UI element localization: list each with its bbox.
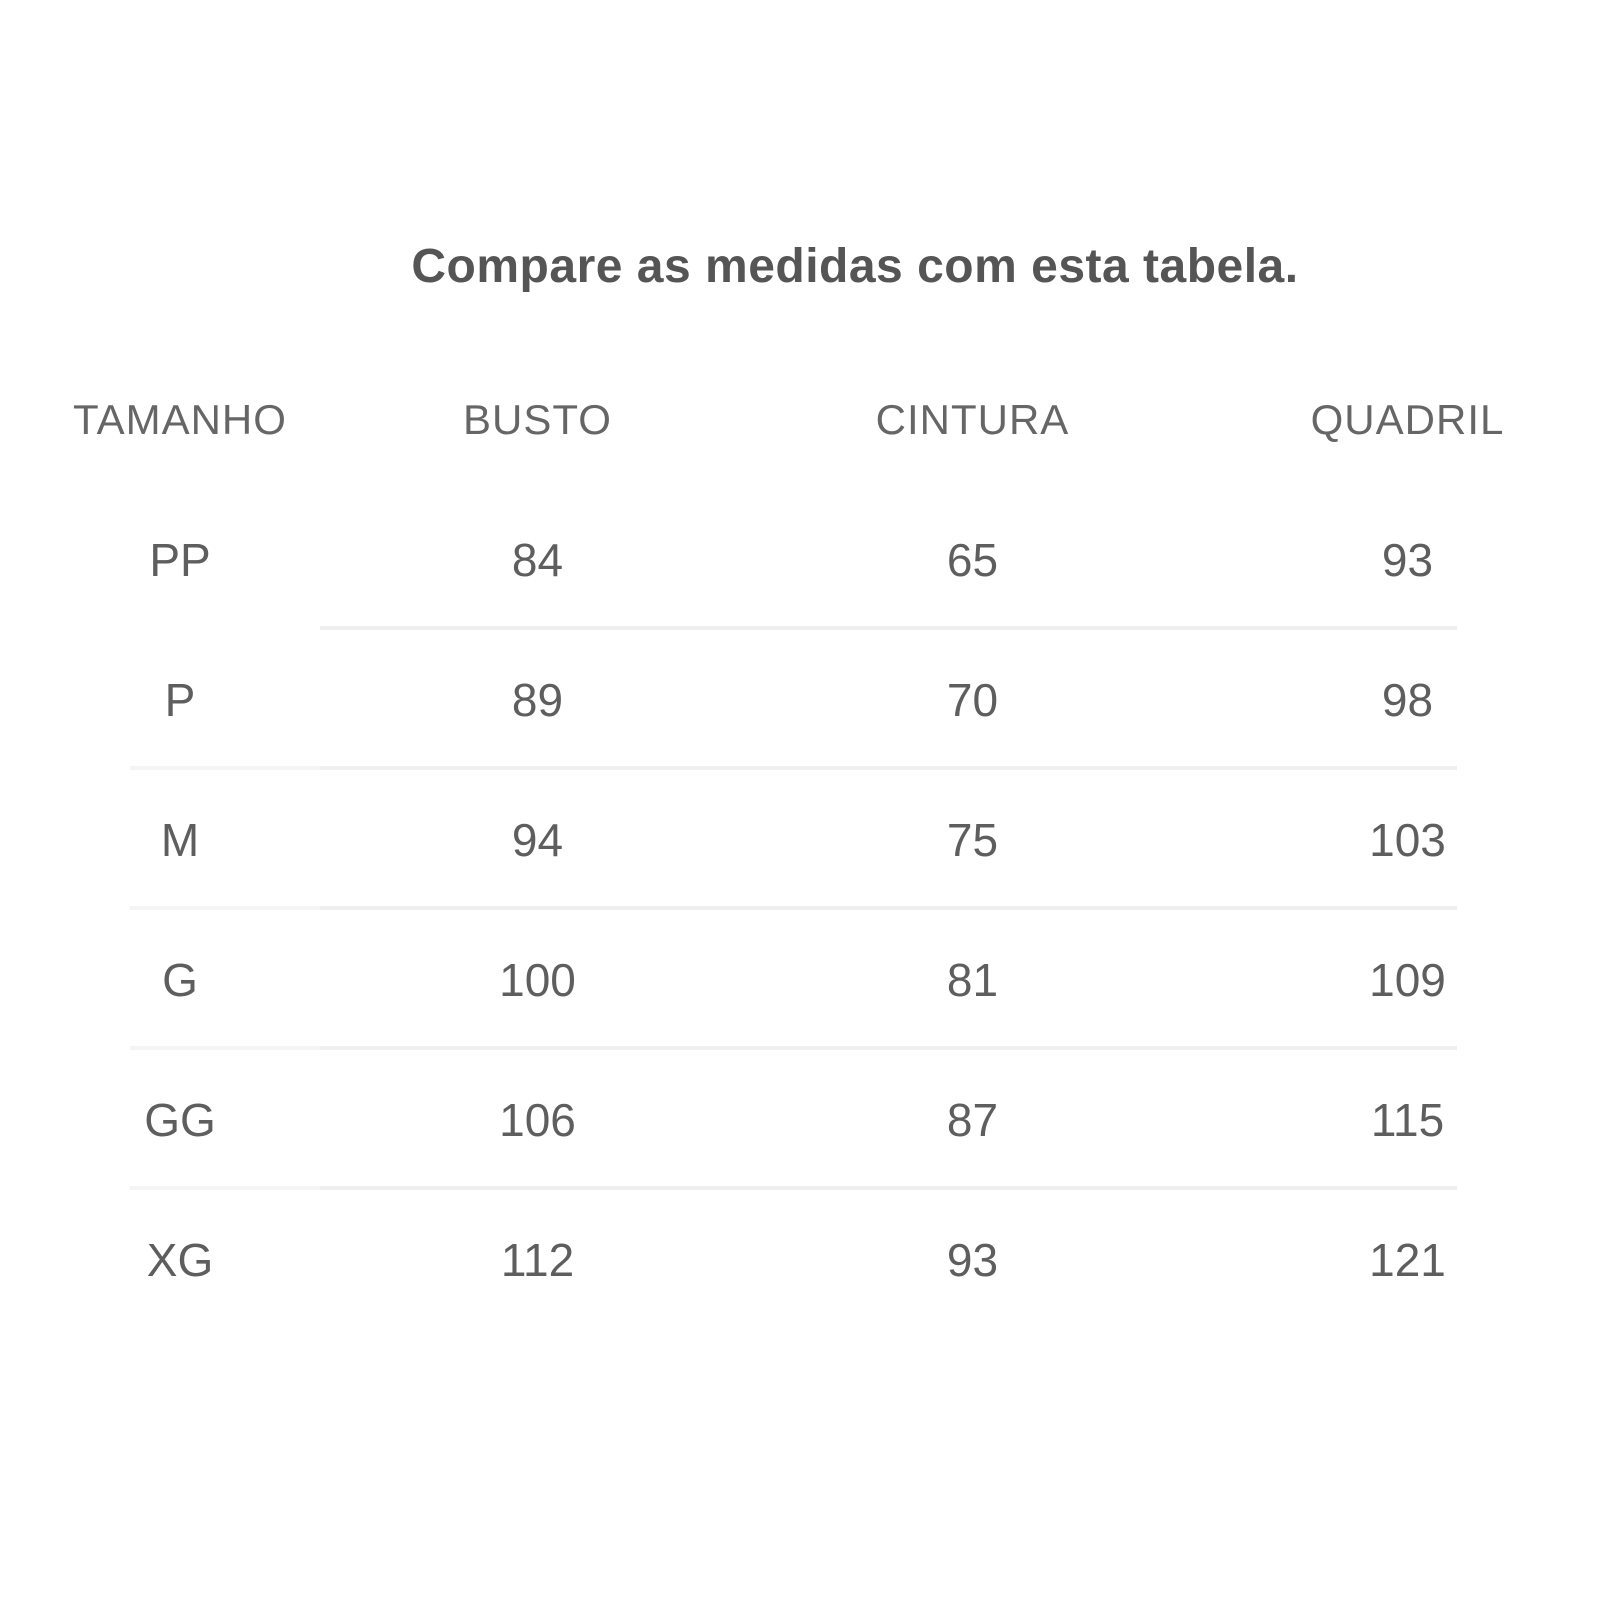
table-row-m: 94 75 103 [320, 770, 1600, 910]
size-label-p: P [0, 630, 320, 770]
size-chart-table: TAMANHO PP P M G GG XG BUSTO CINTURA QUA… [0, 350, 1600, 1330]
table-row-pp: 84 65 93 [320, 490, 1600, 630]
busto-value: 94 [511, 813, 564, 866]
size-column: TAMANHO PP P M G GG XG [0, 350, 320, 1330]
cintura-value: 87 [946, 1093, 999, 1146]
busto-value: 112 [500, 1233, 575, 1286]
quadril-value: 109 [1369, 953, 1446, 1006]
table-row-gg: 106 87 115 [320, 1050, 1600, 1190]
measurements-scroll-area[interactable]: BUSTO CINTURA QUADRIL 84 65 93 89 70 98 … [320, 350, 1600, 1330]
cintura-value: 70 [946, 673, 999, 726]
busto-value: 84 [511, 533, 564, 586]
quadril-value: 98 [1381, 673, 1434, 726]
measurements-header-row: BUSTO CINTURA QUADRIL [320, 350, 1600, 490]
size-label-xg: XG [146, 1233, 214, 1286]
size-label-gg: GG [0, 1050, 320, 1190]
quadril-value: 93 [1381, 533, 1434, 586]
column-header-cintura: CINTURA [875, 395, 1070, 443]
busto-value: 100 [499, 953, 576, 1006]
quadril-value: 115 [1370, 1093, 1445, 1146]
size-label-pp: PP [149, 533, 211, 586]
table-row-g: 100 81 109 [320, 910, 1600, 1050]
size-guide-page: Compare as medidas com esta tabela. TAMA… [0, 238, 1600, 1600]
cintura-value: 81 [946, 953, 999, 1006]
cintura-value: 75 [946, 813, 999, 866]
table-row-p: 89 70 98 [320, 630, 1600, 770]
size-label-g: G [0, 910, 320, 1050]
cintura-value: 65 [946, 533, 999, 586]
size-chart-title: Compare as medidas com esta tabela. [411, 240, 1299, 293]
busto-value: 89 [511, 673, 564, 726]
quadril-value: 103 [1369, 813, 1446, 866]
column-header-quadril: QUADRIL [1310, 395, 1505, 443]
column-header-busto: BUSTO [463, 395, 612, 443]
cintura-value: 93 [946, 1233, 999, 1286]
busto-value: 106 [499, 1093, 576, 1146]
table-row-xg: 112 93 121 [320, 1190, 1600, 1330]
column-header-tamanho: TAMANHO [73, 395, 287, 443]
size-label-m: M [0, 770, 320, 910]
quadril-value: 121 [1369, 1233, 1446, 1286]
